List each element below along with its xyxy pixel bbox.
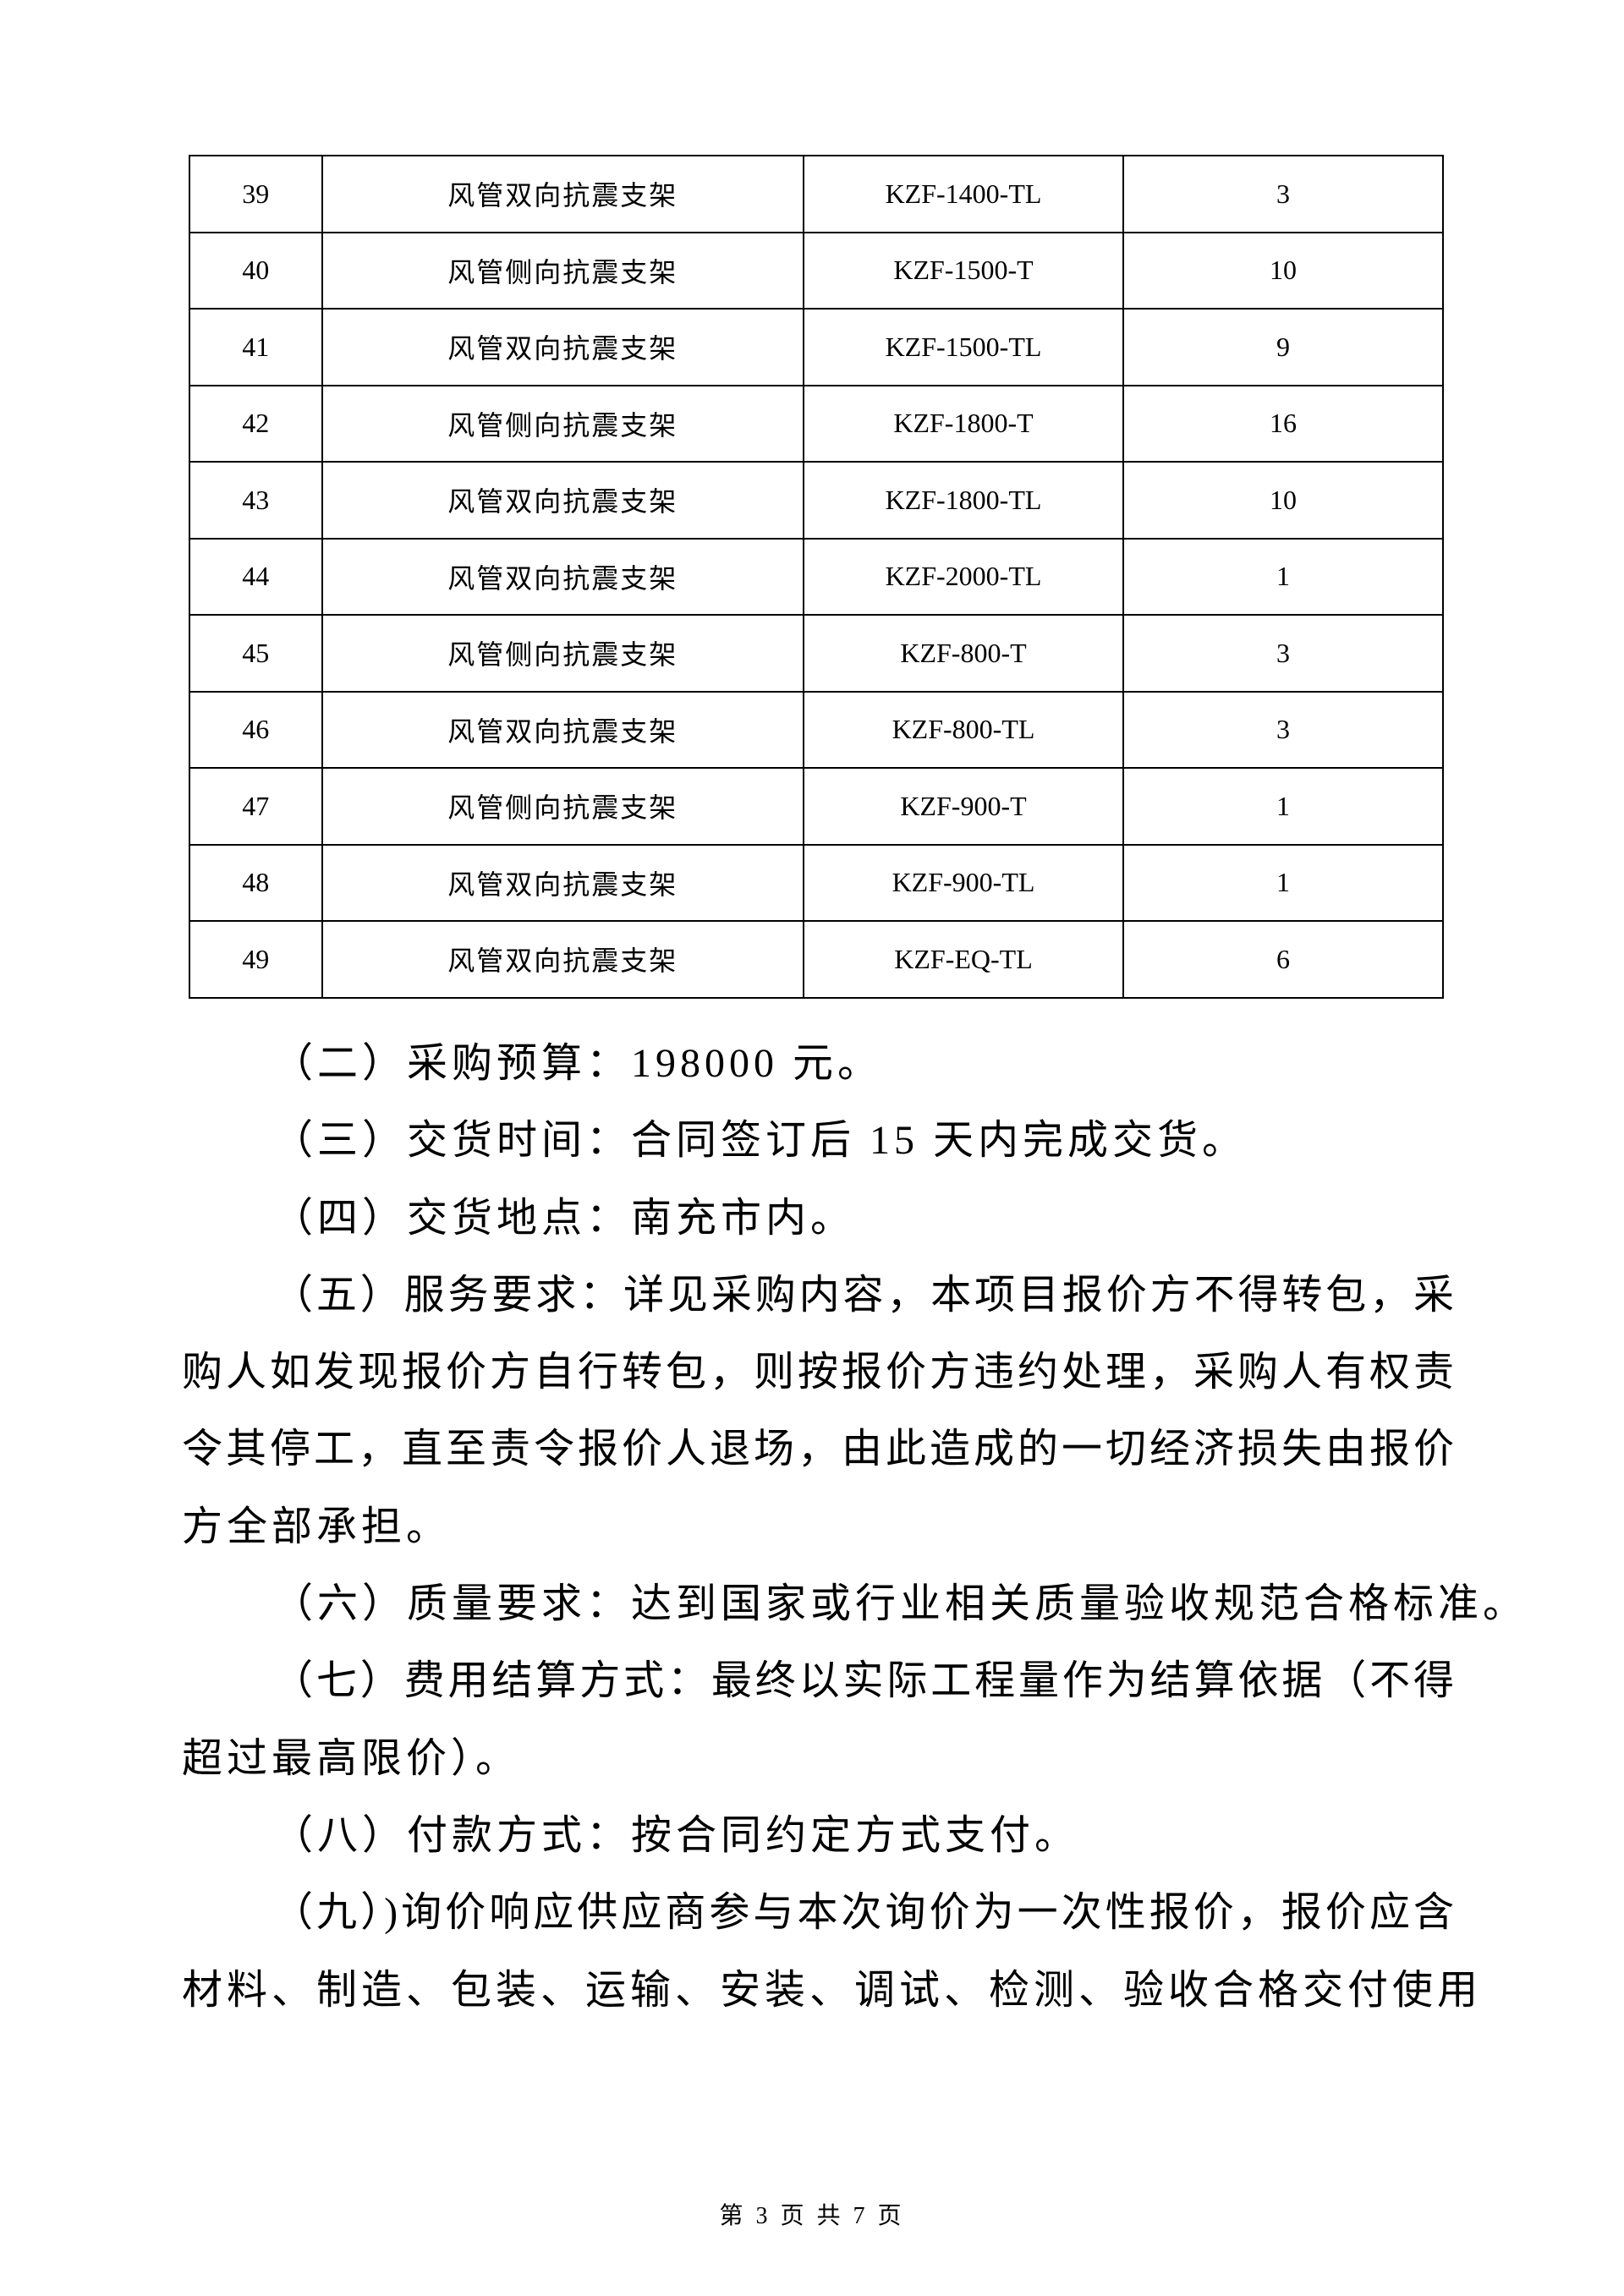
quantity: 1: [1122, 767, 1444, 846]
row-number: 43: [189, 461, 323, 540]
table-row: 49 风管双向抗震支架 KZF-EQ-TL 6: [189, 920, 1444, 999]
paragraph-line: 材料、制造、包装、运输、安装、调试、检测、验收合格交付使用: [182, 1967, 1483, 2013]
item-name: 风管侧向抗震支架: [321, 384, 804, 463]
model-number: KZF-800-T: [802, 614, 1125, 693]
row-number: 44: [189, 537, 323, 616]
model-number: KZF-900-T: [802, 767, 1125, 846]
paragraph-line: 令其停工，直至责令报价人退场，由此造成的一切经济损失由报价: [182, 1427, 1454, 1472]
document-body: （二）采购预算：198000 元。 （三）交货时间：合同签订后 15 天内完成交货…: [182, 1025, 1528, 2029]
item-name: 风管双向抗震支架: [321, 155, 804, 233]
quantity: 3: [1122, 614, 1444, 693]
model-number: KZF-1400-TL: [802, 155, 1125, 233]
row-number: 46: [189, 690, 323, 769]
paragraph-line: （七）费用结算方式：最终以实际工程量作为结算依据（不得: [272, 1658, 1454, 1704]
table-row: 41 风管双向抗震支架 KZF-1500-TL 9: [189, 308, 1444, 386]
paragraph-line: （二）采购预算：198000 元。: [272, 1041, 883, 1086]
row-number: 49: [189, 920, 323, 999]
model-number: KZF-2000-TL: [802, 537, 1125, 616]
row-number: 45: [189, 614, 323, 693]
row-number: 48: [189, 843, 323, 922]
paragraph-line: 购人如发现报价方自行转包，则按报价方违约处理，采购人有权责: [182, 1350, 1454, 1395]
table-row: 40 风管侧向抗震支架 KZF-1500-T 10: [189, 231, 1444, 310]
item-name: 风管双向抗震支架: [321, 537, 804, 616]
model-number: KZF-1800-TL: [802, 461, 1125, 540]
table-row: 47 风管侧向抗震支架 KZF-900-T 1: [189, 767, 1444, 846]
paragraph-line: 方全部承担。: [182, 1504, 452, 1549]
model-number: KZF-900-TL: [802, 843, 1125, 922]
quantity: 3: [1122, 155, 1444, 233]
quantity: 1: [1122, 843, 1444, 922]
item-name: 风管双向抗震支架: [321, 920, 804, 999]
page-footer: 第 3 页 共 7 页: [719, 2203, 905, 2229]
paragraph-line: （八）付款方式：按合同约定方式支付。: [272, 1812, 1080, 1858]
quantity: 16: [1122, 384, 1444, 463]
paragraph-line: （四）交货地点：南充市内。: [272, 1195, 856, 1241]
table-row: 46 风管双向抗震支架 KZF-800-TL 3: [189, 690, 1444, 769]
item-name: 风管双向抗震支架: [321, 843, 804, 922]
model-number: KZF-1500-TL: [802, 308, 1125, 386]
row-number: 41: [189, 308, 323, 386]
quantity: 1: [1122, 537, 1444, 616]
model-number: KZF-EQ-TL: [802, 920, 1125, 999]
item-name: 风管双向抗震支架: [321, 690, 804, 769]
item-name: 风管双向抗震支架: [321, 461, 804, 540]
table-row: 48 风管双向抗震支架 KZF-900-TL 1: [189, 843, 1444, 922]
row-number: 42: [189, 384, 323, 463]
table-row: 45 风管侧向抗震支架 KZF-800-T 3: [189, 614, 1444, 693]
item-name: 风管侧向抗震支架: [321, 231, 804, 310]
item-name: 风管侧向抗震支架: [321, 614, 804, 693]
quantity: 6: [1122, 920, 1444, 999]
row-number: 40: [189, 231, 323, 310]
model-number: KZF-1500-T: [802, 231, 1125, 310]
model-number: KZF-1800-T: [802, 384, 1125, 463]
row-number: 39: [189, 155, 323, 233]
quantity: 9: [1122, 308, 1444, 386]
row-number: 47: [189, 767, 323, 846]
quantity: 10: [1122, 231, 1444, 310]
paragraph-line: （九）)询价响应供应商参与本次询价为一次性报价，报价应含: [272, 1890, 1454, 1936]
table-row: 44 风管双向抗震支架 KZF-2000-TL 1: [189, 537, 1444, 616]
table-row: 42 风管侧向抗震支架 KZF-1800-T 16: [189, 384, 1444, 463]
paragraph-line: （三）交货时间：合同签订后 15 天内完成交货。: [272, 1118, 1248, 1164]
model-number: KZF-800-TL: [802, 690, 1125, 769]
item-name: 风管双向抗震支架: [321, 308, 804, 386]
table-row: 39 风管双向抗震支架 KZF-1400-TL 3: [189, 155, 1444, 233]
paragraph-line: （五）服务要求：详见采购内容，本项目报价方不得转包，采: [272, 1272, 1454, 1318]
quantity: 3: [1122, 690, 1444, 769]
quantity: 10: [1122, 461, 1444, 540]
table-row: 43 风管双向抗震支架 KZF-1800-TL 10: [189, 461, 1444, 540]
paragraph-line: 超过最高限价）。: [182, 1735, 521, 1781]
paragraph-line: （六）质量要求：达到国家或行业相关质量验收规范合格标准。: [272, 1581, 1528, 1627]
materials-table: 39 风管双向抗震支架 KZF-1400-TL 3 40 风管侧向抗震支架 KZF-1500…: [189, 155, 1444, 999]
item-name: 风管侧向抗震支架: [321, 767, 804, 846]
